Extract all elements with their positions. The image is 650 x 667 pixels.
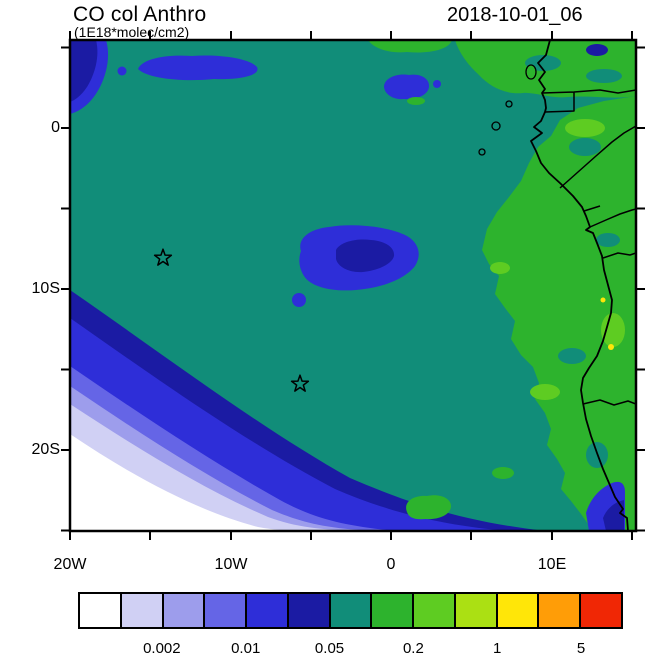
island-sao-tome — [491, 121, 501, 131]
blue-spot-topright — [586, 44, 608, 56]
yellow-speck — [600, 297, 606, 303]
x-axis-label-10w: 10W — [214, 556, 248, 573]
green-region-top-strip — [368, 40, 452, 53]
teal-hole — [596, 233, 620, 247]
colorbar-cell — [453, 594, 496, 627]
teal-hole — [558, 348, 586, 364]
teal-hole — [586, 69, 622, 83]
green-dash — [407, 97, 425, 105]
bright-green-patch — [490, 262, 510, 274]
colorbar-label: 0.002 — [143, 640, 181, 657]
map-frame — [68, 38, 638, 533]
island-principe — [505, 100, 513, 108]
colorbar-cell — [412, 594, 454, 627]
y-axis-label-20s: 20S — [31, 441, 60, 458]
colorbar-cell — [286, 594, 329, 627]
colorbar-label: 5 — [576, 640, 586, 657]
star-marker-2 — [290, 374, 310, 392]
colorbar-cell — [203, 594, 246, 627]
colorbar-cell — [370, 594, 413, 627]
blue-speck — [433, 80, 441, 88]
colorbar-cell — [495, 594, 538, 627]
yellow-speck — [608, 344, 614, 350]
colorbar-cell — [579, 594, 621, 627]
plot-timestamp: 2018-10-01_06 — [447, 4, 583, 26]
bright-green-patch — [530, 384, 560, 400]
colorbar-labels: 0.002 0.01 0.05 0.2 1 5 — [78, 640, 623, 660]
colorbar-label: 0.01 — [231, 640, 261, 657]
colorbar — [78, 592, 623, 629]
blue-patch-topleft-core — [70, 40, 98, 102]
colorbar-cell — [119, 594, 162, 627]
green-blob-bottom-center — [406, 495, 452, 520]
colorbar-label: 1 — [493, 640, 502, 657]
bright-green-patch — [565, 119, 605, 137]
green-blob-small — [492, 467, 514, 479]
country-borders — [541, 89, 636, 406]
blue-patch-top-band — [138, 55, 258, 81]
teal-hole — [569, 138, 601, 156]
colorbar-cell — [80, 594, 120, 627]
bright-green-patch — [601, 313, 625, 347]
blue-patch-bottom-right-core — [603, 500, 624, 531]
colorbar-cell — [161, 594, 204, 627]
plot-title: CO col Anthro — [73, 3, 207, 26]
colorbar-cell — [537, 594, 580, 627]
coastline-africa — [530, 40, 629, 531]
plot-units: (1E18*molec/cm2) — [74, 24, 190, 40]
x-axis-label-0: 0 — [386, 556, 396, 573]
colorbar-label: 0.2 — [402, 640, 424, 657]
island-annobon — [478, 148, 486, 156]
y-axis-label-10s: 10S — [31, 280, 60, 297]
green-region-east-main — [482, 96, 636, 531]
colorbar-cell — [328, 594, 371, 627]
star-marker-1 — [153, 248, 173, 266]
x-axis-label-10e: 10E — [537, 556, 567, 573]
blue-blob-small — [292, 293, 306, 307]
blue-patch-top-middle — [384, 74, 430, 100]
colorbar-cell — [245, 594, 287, 627]
y-axis-label-0: 0 — [51, 119, 60, 136]
x-axis-label-20w: 20W — [53, 556, 87, 573]
island-bioko — [525, 64, 537, 80]
blue-speck — [117, 66, 127, 76]
blue-blob-center-core — [336, 239, 395, 273]
colorbar-label: 0.05 — [314, 640, 345, 657]
contour-band-white — [70, 434, 346, 531]
axis-ticks — [61, 31, 645, 540]
